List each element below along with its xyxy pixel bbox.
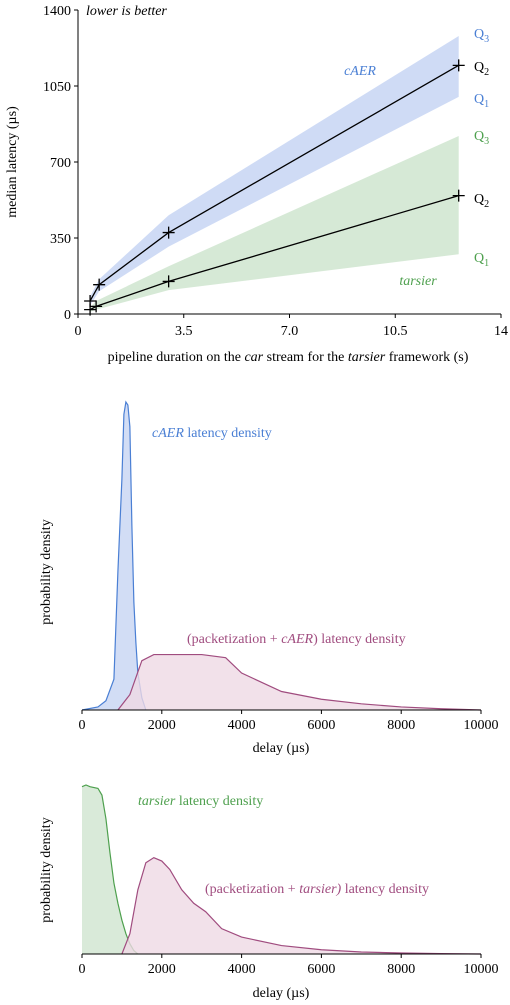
caer-density-label: cAER latency density	[152, 426, 272, 441]
caer-median-marker	[93, 278, 106, 291]
lower-is-better-annotation: lower is better	[86, 4, 167, 19]
tarsier-median-marker	[90, 300, 103, 313]
chart3-x-ticks: 0 2000 4000 6000 8000 10000	[79, 954, 499, 977]
tarsier-median-line	[89, 195, 459, 311]
caer-q1-label: Q1	[474, 92, 489, 110]
tarsier-series-label: tarsier	[399, 274, 437, 289]
caer-series-label: cAER	[344, 64, 376, 79]
chart1-y-tick-label: 700	[50, 156, 71, 171]
density-x-tick-label: 6000	[307, 718, 335, 733]
chart3-density-areas	[81, 784, 482, 955]
density-x-tick-label: 10000	[464, 718, 499, 733]
density-x-tick-label: 2000	[148, 962, 176, 977]
tarsier-density-label: tarsier latency density	[138, 794, 263, 809]
tarsier-density-chart: 0 2000 4000 6000 8000 10000 probability densi…	[39, 784, 499, 1001]
caer-median-line	[89, 64, 460, 302]
density-x-tick-label: 0	[79, 718, 86, 733]
chart1-x-axis-label: pipeline duration on the car stream for …	[108, 350, 469, 365]
tarsier-median-marker	[162, 275, 175, 288]
chart2-x-axis-label: delay (µs)	[253, 741, 310, 756]
caer-density-area	[82, 402, 146, 710]
packetization-caer-density-area	[117, 654, 481, 710]
caer-density-curve	[81, 400, 147, 711]
packetization-caer-density-curve	[117, 653, 482, 711]
density-x-tick-label: 10000	[464, 962, 499, 977]
tarsier-density-area	[82, 785, 138, 954]
density-x-tick-label: 8000	[387, 962, 415, 977]
tarsier-median-marker	[452, 189, 465, 202]
tarsier-iqr-band	[90, 135, 459, 312]
chart1-x-tick-label: 14	[494, 324, 508, 339]
caer-density-chart: 0 2000 4000 6000 8000 10000 probability densi…	[39, 400, 499, 756]
caer-median-marker	[162, 226, 175, 239]
chart2-x-ticks: 0 2000 4000 6000 8000 10000	[79, 710, 499, 733]
caer-q2-label: Q2	[474, 60, 489, 78]
quartile-bands	[90, 36, 459, 312]
caer-median-marker	[452, 59, 465, 72]
caer-iqr-band	[90, 36, 459, 306]
chart2-y-axis-label: probability density	[39, 519, 54, 624]
chart1-x-tick-label: 7.0	[281, 324, 299, 339]
latency-chart: 0 3.5 7.0 10.5 14 0 350 700 1050 1400 lower is b…	[5, 4, 508, 365]
density-x-tick-label: 8000	[387, 718, 415, 733]
chart3-x-axis-label: delay (µs)	[253, 986, 310, 1001]
chart1-x-ticks: 0 3.5 7.0 10.5 14	[75, 314, 508, 339]
chart2-density-areas	[81, 400, 482, 711]
tarsier-q1-label: Q1	[474, 251, 489, 269]
density-x-tick-label: 0	[79, 962, 86, 977]
tarsier-q2-label: Q2	[474, 192, 489, 210]
chart1-x-tick-label: 3.5	[175, 324, 193, 339]
density-x-tick-label: 4000	[228, 962, 256, 977]
chart1-y-tick-label: 0	[64, 308, 71, 323]
tarsier-q3-label: Q3	[474, 129, 489, 147]
packetization-tarsier-density-curve	[121, 856, 482, 955]
chart1-y-ticks: 0 350 700 1050 1400	[43, 4, 78, 323]
packetization-tarsier-density-label: (packetization + tarsier) latency densit…	[205, 882, 429, 897]
median-lines	[89, 64, 460, 311]
chart1-y-tick-label: 350	[50, 232, 71, 247]
chart3-y-axis-label: probability density	[39, 817, 54, 922]
chart1-x-tick-label: 0	[75, 324, 82, 339]
packetization-caer-density-label: (packetization + cAER) latency density	[187, 632, 406, 647]
packetization-tarsier-density-area	[121, 857, 482, 954]
chart1-y-tick-label: 1050	[43, 80, 71, 95]
density-x-tick-label: 4000	[228, 718, 256, 733]
density-x-tick-label: 6000	[307, 962, 335, 977]
chart1-y-tick-label: 1400	[43, 4, 71, 19]
density-x-tick-label: 2000	[148, 718, 176, 733]
caer-q3-label: Q3	[474, 27, 489, 45]
chart1-x-tick-label: 10.5	[383, 324, 408, 339]
chart1-y-axis-label: median latency (µs)	[5, 106, 20, 218]
